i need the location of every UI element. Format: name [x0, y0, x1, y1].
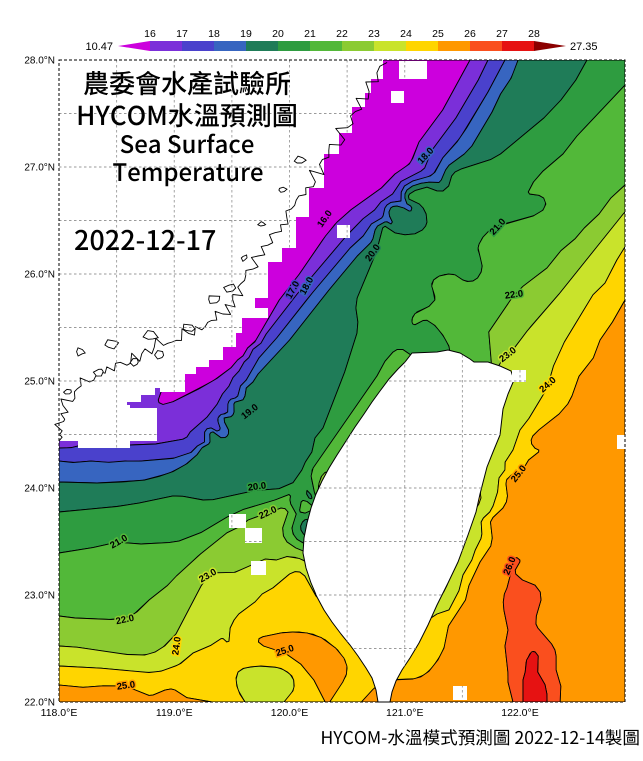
- svg-text:22: 22: [336, 28, 348, 40]
- svg-text:25: 25: [432, 28, 444, 40]
- svg-text:27.35: 27.35: [570, 41, 598, 53]
- svg-text:26: 26: [464, 28, 476, 40]
- svg-text:24: 24: [400, 28, 412, 40]
- svg-text:21: 21: [304, 28, 316, 40]
- svg-text:20: 20: [272, 28, 284, 40]
- svg-text:28.0°N: 28.0°N: [24, 56, 55, 67]
- svg-text:22.0°N: 22.0°N: [24, 698, 55, 709]
- svg-text:18: 18: [208, 28, 220, 40]
- svg-text:23: 23: [368, 28, 380, 40]
- svg-text:27: 27: [496, 28, 508, 40]
- svg-text:23.0°N: 23.0°N: [24, 591, 55, 602]
- svg-text:122.0°E: 122.0°E: [501, 707, 538, 719]
- svg-text:26.0°N: 26.0°N: [24, 270, 55, 281]
- svg-text:25.0°N: 25.0°N: [24, 377, 55, 388]
- svg-text:22.0: 22.0: [504, 288, 524, 301]
- svg-text:24.0: 24.0: [170, 636, 183, 656]
- svg-text:16: 16: [144, 28, 156, 40]
- svg-text:10.47: 10.47: [85, 41, 113, 53]
- svg-text:120.0°E: 120.0°E: [271, 707, 308, 719]
- svg-text:119.0°E: 119.0°E: [156, 707, 193, 719]
- svg-text:28: 28: [528, 28, 540, 40]
- svg-text:24.0°N: 24.0°N: [24, 484, 55, 495]
- svg-text:27.0°N: 27.0°N: [24, 163, 55, 174]
- svg-text:121.0°E: 121.0°E: [386, 707, 423, 719]
- svg-text:25.0: 25.0: [116, 679, 136, 692]
- svg-text:17: 17: [176, 28, 188, 40]
- svg-text:20.0: 20.0: [247, 480, 267, 493]
- svg-text:19: 19: [240, 28, 252, 40]
- svg-text:118.0°E: 118.0°E: [41, 707, 78, 719]
